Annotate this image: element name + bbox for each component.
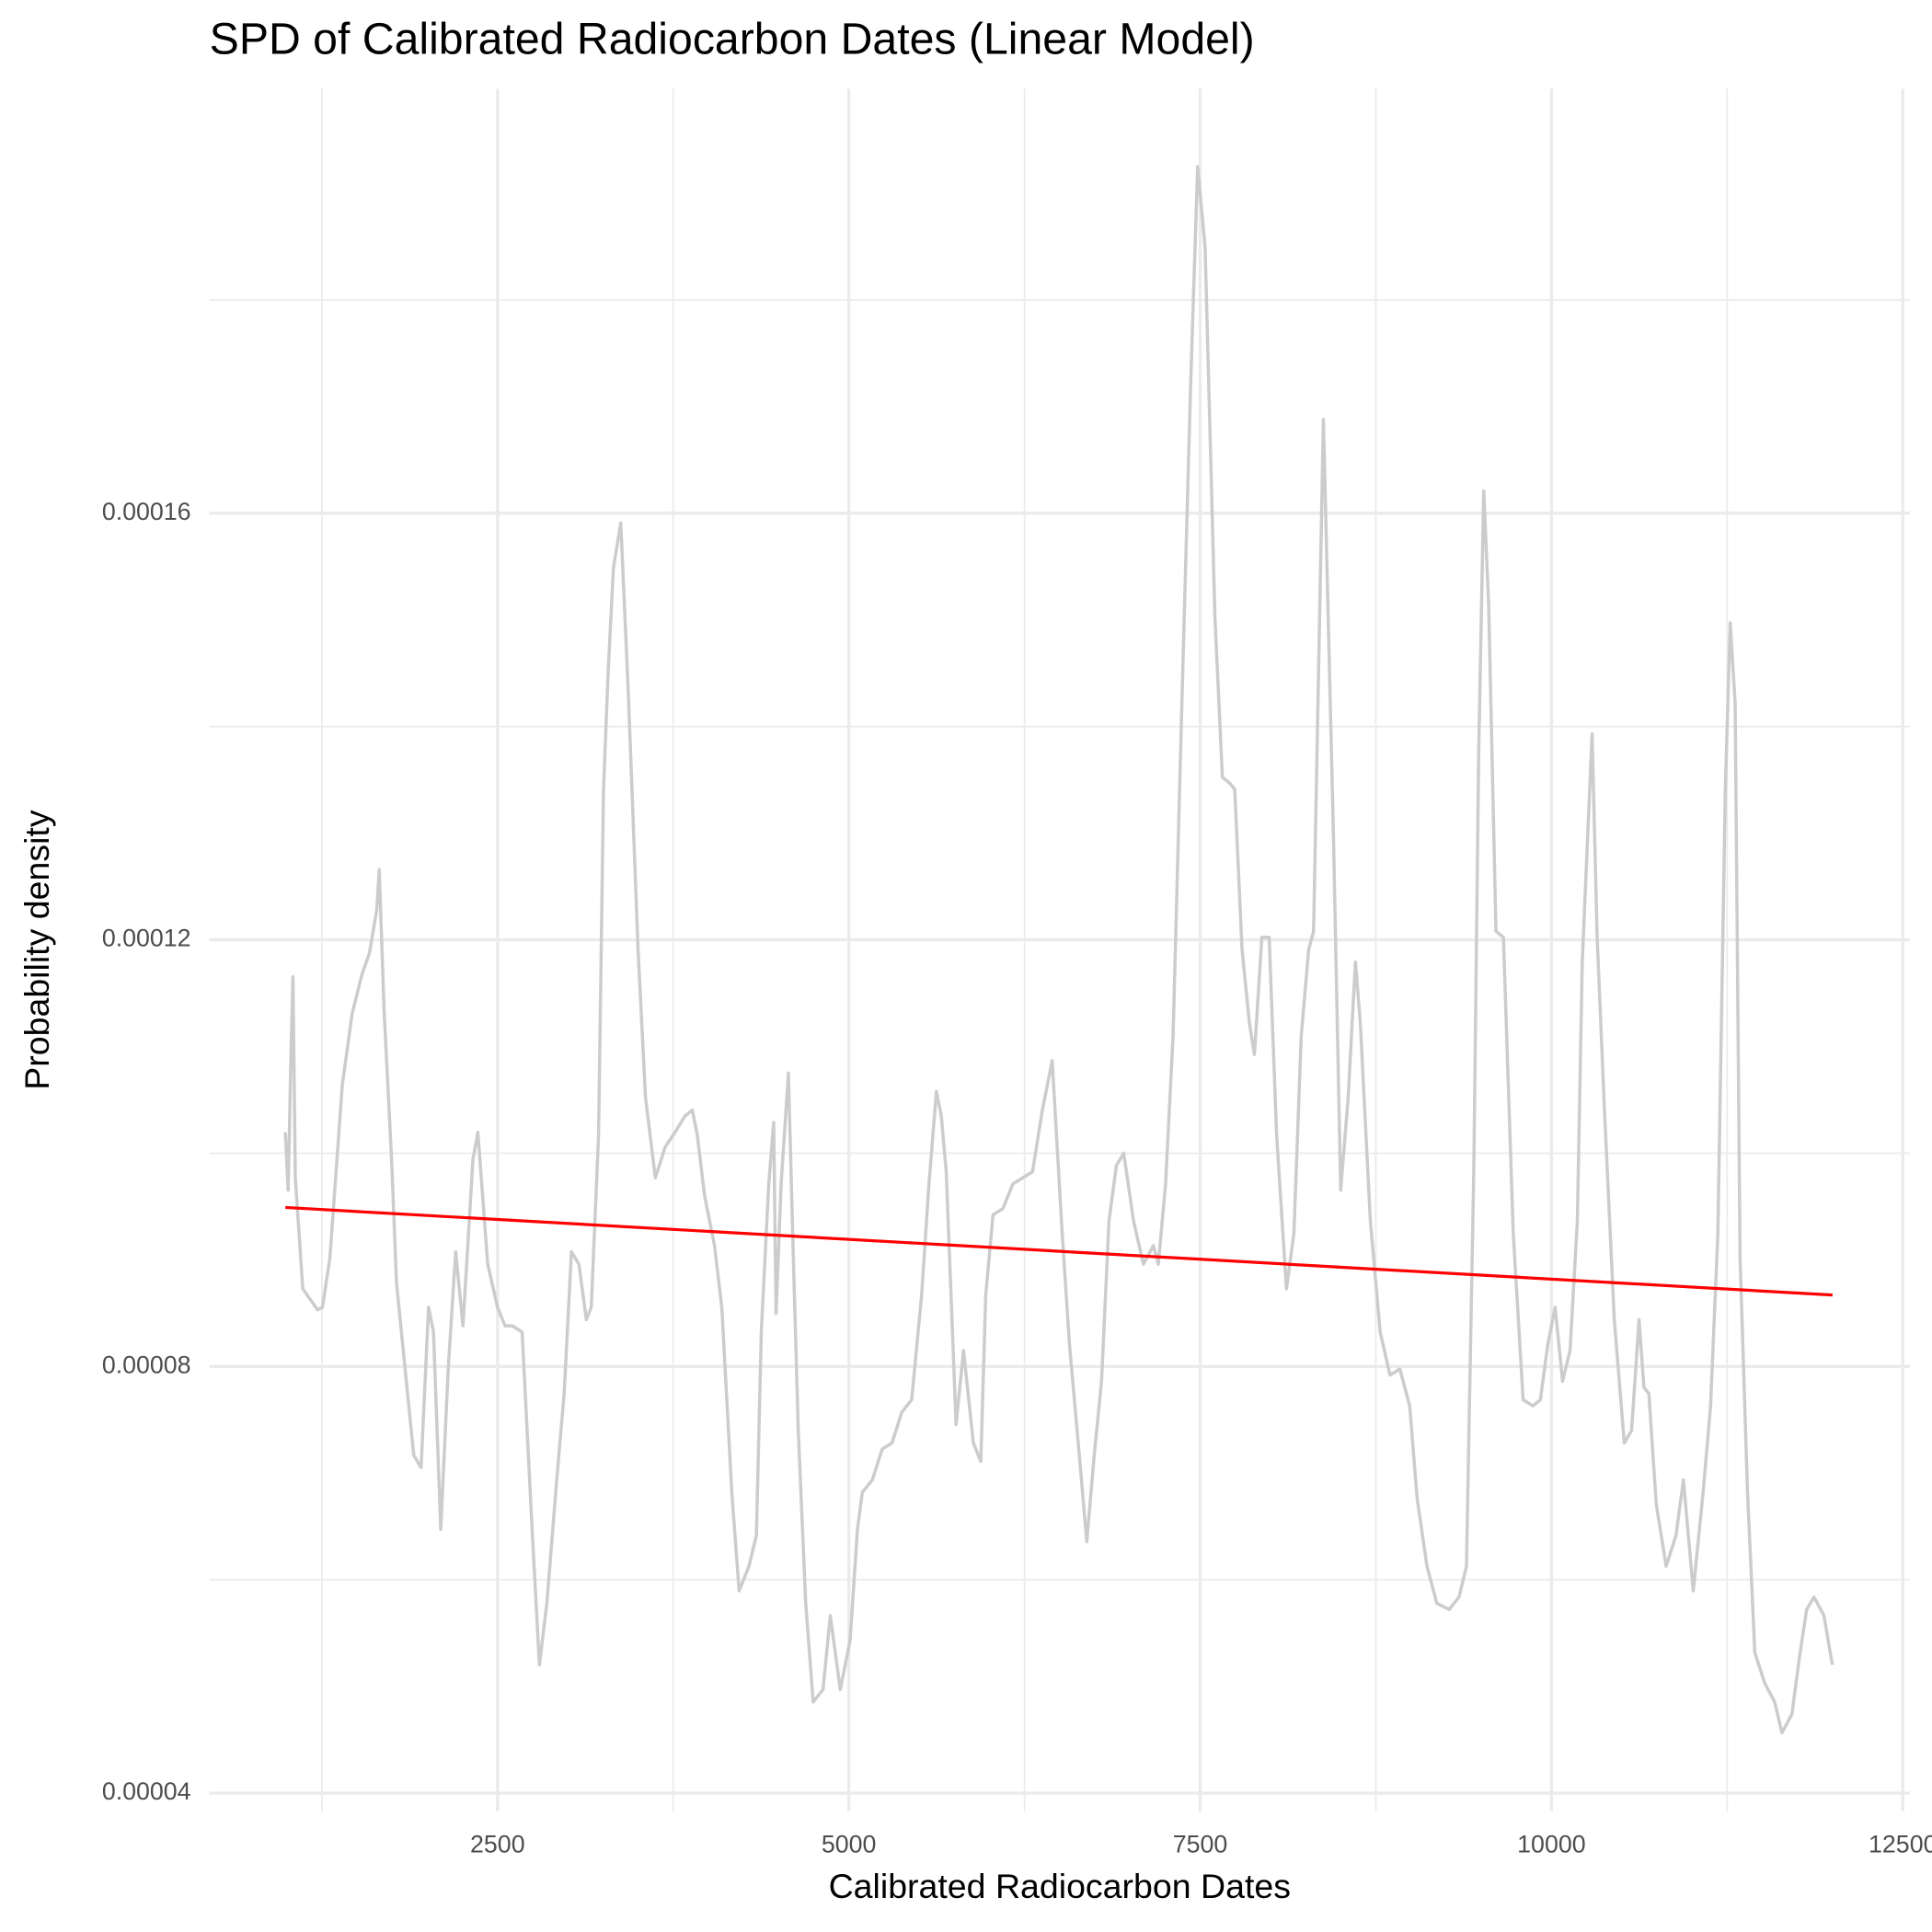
x-tick-label: 5000: [822, 1830, 877, 1857]
y-axis-title: Probability density: [17, 810, 56, 1090]
y-tick-label: 0.00004: [102, 1777, 191, 1805]
grid: [209, 88, 1910, 1811]
x-tick-label: 2500: [470, 1830, 525, 1857]
x-tick-label: 10000: [1517, 1830, 1585, 1857]
plot-marks: [283, 165, 1834, 1735]
y-tick-label: 0.00008: [102, 1351, 191, 1378]
x-tick-label: 7500: [1173, 1830, 1228, 1857]
chart-title: SPD of Calibrated Radiocarbon Dates (Lin…: [210, 14, 1255, 63]
data-line: [285, 1205, 1833, 1297]
tick-labels: 2500 5000 7500 10000 12500 0.00004 0.00008 0.00…: [102, 498, 1932, 1857]
x-axis-title: Calibrated Radiocarbon Dates: [829, 1867, 1291, 1905]
y-tick-label: 0.00012: [102, 925, 191, 952]
y-tick-label: 0.00016: [102, 498, 191, 525]
data-line: [283, 165, 1834, 1735]
x-tick-label: 12500: [1869, 1830, 1932, 1857]
